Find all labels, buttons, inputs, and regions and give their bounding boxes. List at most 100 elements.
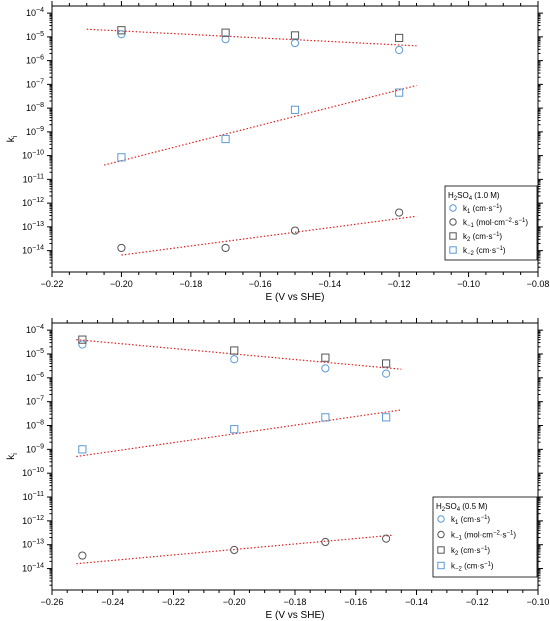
chart-panel-2: −0.26 −0.24 −0.22 −0.20 −0.18 −0.16 −0.14 −0.12…: [6, 318, 549, 621]
x-tick-label: −0.20: [110, 279, 133, 289]
data-point: [321, 364, 330, 373]
data-point: [321, 353, 330, 362]
y-tick-label: 10−10: [22, 467, 44, 478]
data-point: [382, 369, 391, 378]
data-point: [221, 35, 230, 44]
legend-box: [444, 185, 538, 261]
data-point: [290, 226, 300, 235]
data-point: [382, 534, 391, 543]
legend-marker: [449, 232, 457, 240]
legend-marker: [437, 530, 445, 539]
x-tick-label: −0.20: [223, 597, 246, 607]
legend-entry: k1 (cm·s−1): [451, 515, 490, 526]
y-tick-label: 10−14: [22, 563, 44, 574]
data-point: [221, 28, 230, 37]
legend-entry: k2 (cm·s−1): [463, 232, 502, 243]
x-tick-label: −0.18: [179, 279, 202, 289]
y-tick-label: 10−11: [23, 173, 44, 184]
y-tick-label: 10−12: [22, 197, 44, 208]
legend-title: H2SO4 (1.0 M): [448, 191, 500, 202]
y-axis-title: ki: [6, 135, 19, 142]
y-tick-label: 10−7: [26, 396, 44, 407]
legend: H2SO4 (0.5 M) k1 (cm·s−1) k−1 (mol·cm−2·s−…: [432, 496, 538, 578]
data-point: [395, 45, 404, 55]
legend-entry: k−1 (mol·cm−2·s−1): [463, 218, 528, 229]
data-point: [321, 413, 330, 422]
y-axis-title: ki: [6, 453, 19, 460]
y-tick-label: 10−6: [26, 55, 44, 66]
legend-marker: [449, 246, 457, 254]
y-tick-label: 10−12: [22, 515, 44, 526]
x-tick-label: −0.10: [457, 279, 480, 289]
x-tick-label: −0.24: [101, 597, 124, 607]
data-point: [117, 26, 126, 35]
data-point: [230, 545, 239, 555]
data-point: [78, 340, 87, 349]
fit-line-1: [76, 339, 402, 370]
x-tick-label: −0.10: [527, 597, 550, 607]
legend-entry: k2 (cm·s−1): [451, 546, 490, 557]
data-point: [221, 134, 230, 144]
x-tick-label: −0.08: [527, 279, 550, 289]
x-axis-title: E (V vs SHE): [266, 610, 325, 621]
data-point: [230, 425, 239, 434]
y-tick-label: 10−5: [26, 31, 44, 42]
legend-marker: [449, 204, 457, 212]
legend-entry: k−2 (cm·s−1): [451, 562, 494, 573]
y-tick-label: 10−11: [23, 491, 44, 502]
data-point: [78, 551, 87, 560]
x-tick-label: −0.18: [284, 597, 307, 607]
y-tick-label: 10−13: [22, 221, 44, 232]
x-tick-label: −0.22: [162, 597, 185, 607]
chart-panel-1: −0.22 −0.20 −0.18 −0.16 −0.14 −0.12 −0.10 −0.08…: [6, 1, 549, 303]
y-tick-label: 10−14: [22, 245, 44, 256]
y-tick-label: 10−10: [22, 150, 44, 161]
data-point: [290, 31, 300, 40]
legend-entry: k1 (cm·s−1): [463, 204, 502, 215]
fit-line-2: [76, 534, 393, 565]
data-point: [321, 537, 330, 547]
legend-marker: [449, 218, 457, 226]
x-tick-label: −0.14: [405, 597, 428, 607]
x-tick-label: −0.22: [41, 279, 64, 289]
legend-box: [432, 496, 538, 578]
data-point: [395, 208, 404, 217]
x-tick-label: −0.16: [344, 597, 367, 607]
fit-line-2: [121, 215, 417, 256]
y-tick-label: 10−9: [26, 443, 44, 454]
data-point: [117, 243, 126, 253]
data-point: [78, 335, 87, 344]
data-point: [230, 355, 239, 364]
y-tick-label: 10−4: [26, 7, 44, 18]
legend-marker: [437, 515, 445, 523]
y-tick-label: 10−13: [22, 539, 44, 550]
data-point: [382, 359, 391, 368]
legend-marker: [437, 561, 445, 570]
y-tick-label: 10−5: [26, 348, 44, 359]
legend-entry: k−2 (cm·s−1): [463, 246, 506, 257]
data-point: [395, 88, 404, 97]
x-tick-label: −0.12: [388, 279, 411, 289]
fit-line-1: [86, 28, 417, 47]
y-tick-label: 10−8: [26, 102, 44, 113]
legend: H2SO4 (1.0 M) k1 (cm·s−1) k−1 (mol·cm−2·s−…: [444, 185, 538, 261]
data-point: [290, 38, 300, 48]
data-point: [382, 413, 391, 422]
fit-line-4: [103, 84, 417, 166]
y-tick-label: 10−6: [26, 372, 44, 383]
data-point: [117, 153, 126, 162]
x-axis-title: E (V vs SHE): [266, 292, 325, 303]
data-point: [221, 243, 230, 253]
legend-title: H2SO4 (0.5 M): [436, 502, 488, 513]
fit-line-4: [76, 409, 402, 458]
x-tick-label: −0.12: [466, 597, 489, 607]
y-tick-label: 10−7: [26, 78, 44, 89]
data-point: [290, 105, 300, 114]
data-point: [78, 445, 87, 454]
y-tick-label: 10−8: [26, 420, 44, 431]
x-tick-label: −0.26: [41, 597, 64, 607]
legend-entry: k−1 (mol·cm−2·s−1): [451, 531, 516, 542]
legend-marker: [437, 546, 445, 554]
x-tick-label: −0.14: [318, 279, 341, 289]
